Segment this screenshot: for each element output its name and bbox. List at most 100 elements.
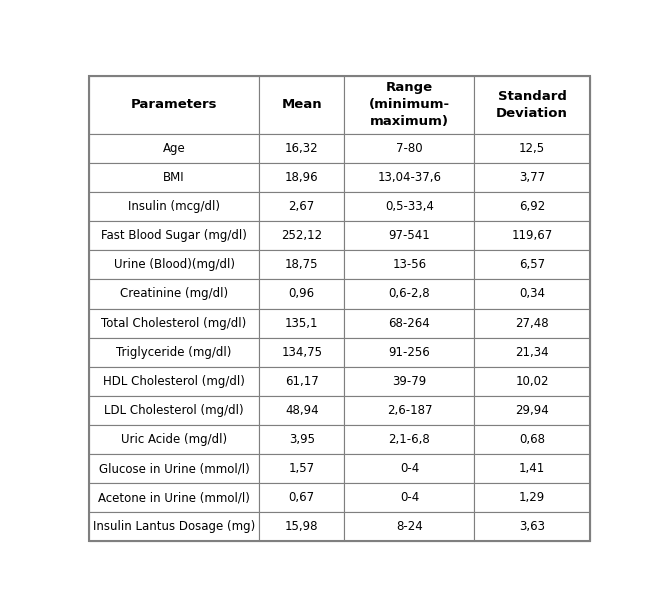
Bar [344, 192, 475, 221]
Text: 0,68: 0,68 [519, 433, 545, 446]
Text: 91-256: 91-256 [389, 346, 430, 359]
Text: 27,48: 27,48 [515, 316, 549, 329]
Bar [475, 425, 590, 454]
Text: Mean: Mean [281, 98, 322, 111]
Text: Fast Blood Sugar (mg/dl): Fast Blood Sugar (mg/dl) [101, 229, 247, 243]
Bar [475, 338, 590, 367]
Text: 61,17: 61,17 [285, 375, 318, 388]
Bar [259, 221, 344, 251]
Bar [89, 76, 259, 134]
Bar [475, 483, 590, 513]
Text: 0,5-33,4: 0,5-33,4 [385, 200, 434, 213]
Text: 134,75: 134,75 [281, 346, 322, 359]
Text: 0,6-2,8: 0,6-2,8 [389, 288, 430, 301]
Text: 1,41: 1,41 [519, 462, 545, 475]
Bar [259, 192, 344, 221]
Bar [259, 279, 344, 309]
Text: 0-4: 0-4 [400, 491, 419, 504]
Bar [475, 396, 590, 425]
Bar [259, 396, 344, 425]
Bar [89, 454, 259, 483]
Text: 252,12: 252,12 [281, 229, 322, 243]
Text: 10,02: 10,02 [515, 375, 549, 388]
Text: 119,67: 119,67 [512, 229, 553, 243]
Bar [89, 396, 259, 425]
Bar [344, 454, 475, 483]
Bar [344, 338, 475, 367]
Bar [475, 192, 590, 221]
Text: Insulin Lantus Dosage (mg): Insulin Lantus Dosage (mg) [93, 521, 255, 533]
Bar [89, 483, 259, 513]
Text: Standard
Deviation: Standard Deviation [496, 90, 568, 120]
Bar [344, 367, 475, 396]
Bar [475, 309, 590, 338]
Text: 12,5: 12,5 [519, 142, 545, 155]
Bar [344, 134, 475, 163]
Text: 21,34: 21,34 [515, 346, 549, 359]
Text: Urine (Blood)(mg/dl): Urine (Blood)(mg/dl) [113, 258, 234, 271]
Text: 135,1: 135,1 [285, 316, 318, 329]
Bar [344, 221, 475, 251]
Text: 18,75: 18,75 [285, 258, 318, 271]
Bar [259, 251, 344, 279]
Text: 2,67: 2,67 [289, 200, 315, 213]
Bar [344, 309, 475, 338]
Bar [259, 425, 344, 454]
Bar [89, 192, 259, 221]
Bar [89, 338, 259, 367]
Text: 2,1-6,8: 2,1-6,8 [389, 433, 430, 446]
Bar [344, 251, 475, 279]
Bar [89, 425, 259, 454]
Bar [259, 338, 344, 367]
Text: 1,29: 1,29 [519, 491, 545, 504]
Bar [344, 279, 475, 309]
Bar [475, 251, 590, 279]
Bar [259, 483, 344, 513]
Text: BMI: BMI [164, 171, 185, 184]
Text: Total Cholesterol (mg/dl): Total Cholesterol (mg/dl) [101, 316, 247, 329]
Bar [344, 163, 475, 192]
Text: Age: Age [163, 142, 185, 155]
Text: 0,96: 0,96 [289, 288, 315, 301]
Text: 68-264: 68-264 [389, 316, 430, 329]
Bar [259, 367, 344, 396]
Bar [259, 134, 344, 163]
Text: 3,95: 3,95 [289, 433, 314, 446]
Bar [89, 134, 259, 163]
Bar [344, 396, 475, 425]
Bar [475, 367, 590, 396]
Bar [259, 454, 344, 483]
Bar [344, 483, 475, 513]
Bar [475, 76, 590, 134]
Text: HDL Cholesterol (mg/dl): HDL Cholesterol (mg/dl) [103, 375, 245, 388]
Text: 13-56: 13-56 [393, 258, 426, 271]
Text: Triglyceride (mg/dl): Triglyceride (mg/dl) [117, 346, 232, 359]
Text: 2,6-187: 2,6-187 [387, 404, 432, 417]
Bar [89, 163, 259, 192]
Bar [475, 279, 590, 309]
Text: Glucose in Urine (mmol/l): Glucose in Urine (mmol/l) [99, 462, 250, 475]
Bar [475, 513, 590, 541]
Text: LDL Cholesterol (mg/dl): LDL Cholesterol (mg/dl) [104, 404, 244, 417]
Bar [89, 367, 259, 396]
Text: Creatinine (mg/dl): Creatinine (mg/dl) [120, 288, 228, 301]
Text: Uric Acide (mg/dl): Uric Acide (mg/dl) [121, 433, 227, 446]
Bar [475, 163, 590, 192]
Text: 0,67: 0,67 [289, 491, 315, 504]
Bar [344, 76, 475, 134]
Text: 16,32: 16,32 [285, 142, 318, 155]
Text: 6,92: 6,92 [519, 200, 545, 213]
Bar [475, 221, 590, 251]
Bar [475, 134, 590, 163]
Text: Acetone in Urine (mmol/l): Acetone in Urine (mmol/l) [98, 491, 250, 504]
Text: 3,63: 3,63 [519, 521, 545, 533]
Text: 1,57: 1,57 [289, 462, 315, 475]
Bar [89, 251, 259, 279]
Text: 13,04-37,6: 13,04-37,6 [377, 171, 442, 184]
Bar [259, 76, 344, 134]
Text: Insulin (mcg/dl): Insulin (mcg/dl) [128, 200, 220, 213]
Text: 0,34: 0,34 [519, 288, 545, 301]
Bar [259, 309, 344, 338]
Text: 18,96: 18,96 [285, 171, 318, 184]
Bar [89, 513, 259, 541]
